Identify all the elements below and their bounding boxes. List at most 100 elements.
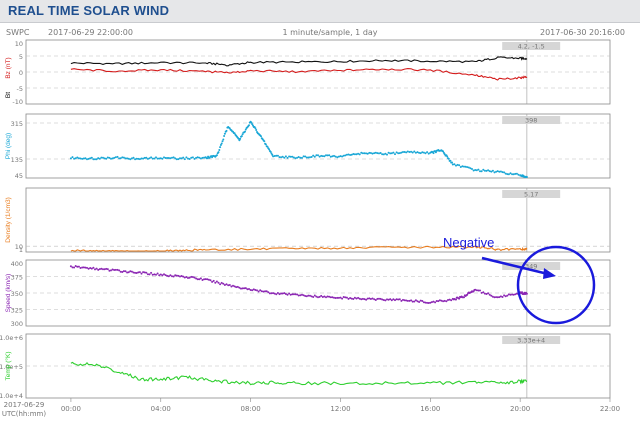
data-point	[114, 156, 117, 159]
data-point	[503, 294, 506, 297]
data-point	[331, 155, 334, 158]
negative-annotation: Negative	[443, 235, 596, 325]
data-point	[345, 296, 348, 299]
data-point	[145, 271, 148, 274]
data-point	[76, 265, 79, 268]
data-point	[426, 301, 429, 304]
data-point	[339, 296, 342, 299]
data-point	[138, 158, 141, 161]
x-tick-label: 20:00	[510, 405, 530, 413]
data-point	[151, 273, 154, 276]
data-point	[313, 155, 316, 158]
data-point	[291, 155, 294, 158]
data-point	[434, 301, 437, 304]
data-point	[413, 150, 416, 153]
series-density	[70, 245, 528, 252]
data-point	[158, 274, 161, 277]
data-point	[264, 290, 267, 293]
data-point	[331, 296, 334, 299]
data-point	[222, 282, 225, 285]
data-point	[495, 170, 498, 173]
data-point	[358, 153, 361, 156]
data-point	[491, 169, 494, 172]
data-point	[204, 278, 207, 281]
data-point	[86, 266, 88, 269]
data-point	[111, 268, 114, 271]
x-tick-label: 00:00	[61, 405, 81, 413]
data-point	[187, 277, 189, 279]
data-point	[390, 299, 393, 302]
data-point	[259, 289, 262, 292]
panel-phi: 315 135 45 398 Phi (deg)	[5, 113, 611, 180]
data-point	[129, 158, 132, 161]
data-point	[74, 265, 77, 267]
data-point	[451, 163, 454, 166]
data-point	[132, 156, 135, 159]
data-point	[334, 155, 337, 158]
data-point	[349, 297, 352, 299]
data-point	[326, 295, 329, 298]
data-point	[304, 155, 307, 158]
data-point	[108, 269, 111, 272]
panels-group: 10 5 0 -5 -10 4.2, -1.5 Bz (nT) Bt 315 135 45 398 Ph…	[0, 39, 620, 413]
data-point	[236, 285, 239, 288]
data-point	[114, 268, 117, 271]
data-point	[143, 271, 146, 274]
data-point	[474, 169, 477, 171]
data-point	[195, 156, 198, 159]
data-point	[501, 171, 504, 174]
data-point	[416, 300, 419, 303]
data-point	[220, 281, 223, 284]
y-tick-label: -5	[17, 85, 23, 93]
data-point	[227, 284, 230, 287]
current-value-text: 3.33e+4	[517, 337, 545, 345]
data-point	[458, 297, 461, 300]
data-point	[302, 155, 305, 158]
data-point	[321, 155, 324, 158]
data-point	[198, 278, 201, 281]
series-line	[70, 361, 528, 386]
data-point	[134, 158, 137, 161]
data-point	[153, 157, 156, 160]
data-point	[177, 158, 180, 161]
data-point	[87, 157, 90, 160]
data-point	[262, 290, 265, 293]
data-point	[163, 273, 165, 276]
data-point	[371, 297, 374, 300]
data-point	[268, 148, 271, 151]
data-point	[447, 157, 450, 160]
data-point	[97, 268, 100, 271]
data-point	[135, 157, 138, 160]
data-point	[337, 155, 340, 158]
data-point	[509, 293, 512, 296]
data-point	[81, 266, 84, 269]
data-point	[106, 156, 109, 159]
data-point	[317, 296, 319, 299]
data-point	[384, 152, 387, 155]
data-point	[223, 132, 226, 135]
data-point	[257, 290, 260, 293]
data-point	[164, 274, 167, 277]
y-tick-label: -10	[12, 98, 23, 106]
data-point	[92, 266, 95, 269]
data-point	[250, 121, 253, 124]
data-point	[150, 271, 153, 274]
data-point	[318, 295, 321, 298]
data-point	[498, 296, 501, 299]
data-point	[504, 295, 507, 298]
series-line	[70, 56, 528, 67]
data-point	[244, 128, 247, 131]
data-point	[183, 158, 186, 161]
data-point	[329, 296, 332, 299]
data-point	[361, 152, 364, 155]
data-point	[180, 157, 183, 160]
data-point	[269, 150, 272, 153]
data-point	[493, 296, 496, 299]
data-point	[320, 154, 323, 157]
data-point	[353, 153, 356, 156]
data-point	[110, 157, 112, 160]
data-point	[387, 298, 390, 301]
data-point	[411, 151, 414, 154]
data-point	[411, 300, 414, 303]
data-point	[503, 171, 506, 174]
